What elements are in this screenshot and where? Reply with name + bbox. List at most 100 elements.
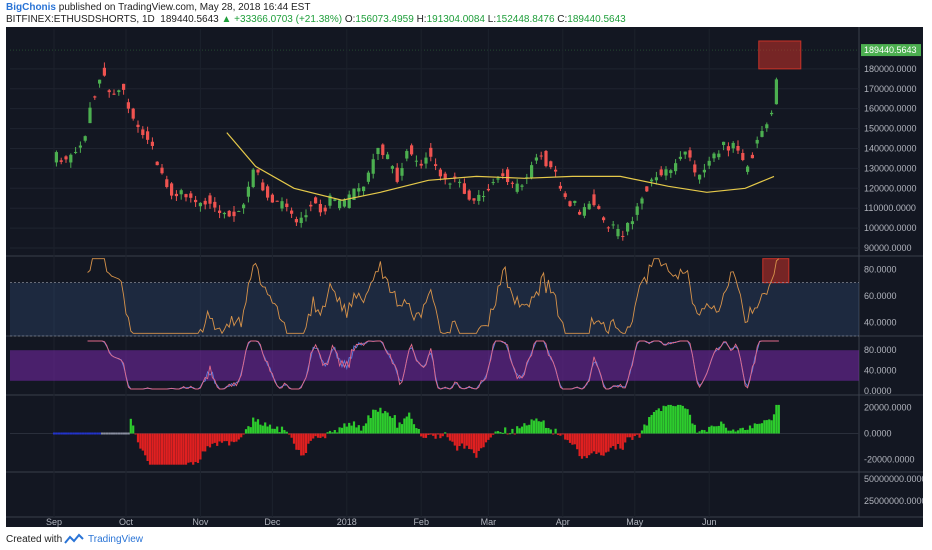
histogram-bar bbox=[388, 416, 392, 434]
histogram-bar bbox=[717, 425, 720, 434]
candle-body bbox=[242, 204, 246, 209]
histogram-bar bbox=[374, 409, 377, 434]
histogram-bar bbox=[127, 432, 130, 435]
candle-body bbox=[453, 176, 457, 178]
candle-body bbox=[434, 164, 438, 166]
candle-body bbox=[486, 188, 490, 191]
histogram-bar bbox=[65, 432, 68, 435]
candle-body bbox=[390, 166, 394, 169]
candle-body bbox=[539, 155, 543, 157]
histogram-bar bbox=[117, 432, 121, 435]
histogram-bar bbox=[168, 433, 171, 465]
histogram-bar bbox=[60, 432, 63, 435]
histogram-bar bbox=[734, 431, 737, 434]
candle-body bbox=[184, 194, 188, 198]
histogram-bar bbox=[184, 433, 188, 465]
histogram-bar bbox=[242, 433, 245, 435]
candle-body bbox=[770, 112, 774, 115]
candle-body bbox=[78, 145, 82, 148]
histogram-bar bbox=[259, 424, 262, 434]
histogram-bar bbox=[456, 433, 459, 451]
histogram-bar bbox=[518, 428, 521, 434]
candle-body bbox=[578, 211, 582, 215]
histogram-bar bbox=[194, 433, 197, 462]
histogram-bar bbox=[669, 404, 672, 434]
histogram-bar bbox=[427, 433, 430, 436]
chart-svg[interactable]: 180000.0000 170000.0000 160000.0000 150000.… bbox=[6, 27, 927, 527]
histogram-bar bbox=[340, 427, 344, 434]
rsi-axis: 80.0000 60.0000 40.0000 bbox=[10, 264, 897, 337]
histogram-bar bbox=[765, 420, 768, 434]
histogram-bar bbox=[652, 411, 656, 434]
candle-body bbox=[678, 156, 682, 159]
histogram-bar bbox=[228, 433, 231, 446]
rsi-tick-label: 40.0000 bbox=[864, 318, 897, 328]
histogram-bar bbox=[163, 433, 166, 465]
histogram-bar bbox=[516, 426, 519, 434]
open-label: O: bbox=[344, 14, 356, 25]
candle-body bbox=[717, 153, 721, 158]
histogram-bar bbox=[636, 433, 639, 435]
candle-body bbox=[774, 79, 778, 105]
histogram-bar bbox=[292, 433, 296, 444]
candle-body bbox=[285, 203, 289, 208]
histogram-bar bbox=[722, 423, 725, 434]
candle-body bbox=[304, 215, 308, 218]
time-tick-label: 2018 bbox=[337, 517, 357, 527]
candle-body bbox=[640, 198, 644, 204]
candle-body bbox=[458, 181, 462, 183]
histogram-bar bbox=[640, 430, 644, 434]
histogram-bar bbox=[199, 433, 202, 460]
histogram-bar bbox=[753, 423, 756, 434]
histogram-bar bbox=[302, 433, 305, 456]
histogram-bar bbox=[345, 426, 348, 434]
candle-body bbox=[141, 129, 145, 136]
histogram-bar bbox=[458, 433, 461, 447]
histogram-bar bbox=[628, 433, 632, 438]
histogram-bar bbox=[321, 433, 324, 437]
histogram-bar bbox=[758, 423, 761, 434]
histogram-bar bbox=[470, 433, 473, 450]
price-axis: 180000.0000 170000.0000 160000.0000 150000.… bbox=[864, 64, 917, 253]
histogram-bar bbox=[290, 433, 293, 438]
histogram-bar bbox=[400, 424, 404, 434]
candle-body bbox=[611, 224, 615, 226]
candle-body bbox=[515, 183, 519, 192]
rsi-band bbox=[10, 282, 859, 336]
histogram-bar bbox=[84, 432, 87, 435]
tradingview-link[interactable]: TradingView bbox=[88, 534, 144, 545]
histogram-bar bbox=[477, 433, 480, 451]
histogram-bar bbox=[547, 428, 550, 434]
candle-body bbox=[683, 151, 687, 155]
candle-body bbox=[438, 169, 442, 177]
last-price-label: 189440.5643 bbox=[861, 44, 921, 57]
histogram-bar bbox=[120, 432, 123, 435]
histogram-bar bbox=[77, 432, 80, 435]
candle-body bbox=[352, 188, 356, 200]
histogram-bar bbox=[369, 418, 372, 434]
author-link[interactable]: BigChonis bbox=[6, 2, 56, 13]
candle-body bbox=[198, 202, 202, 207]
histogram-bar bbox=[331, 432, 334, 434]
candle-body bbox=[506, 169, 510, 183]
histogram-bar bbox=[232, 433, 236, 443]
candle-body bbox=[256, 169, 260, 173]
histogram-bar bbox=[338, 427, 341, 434]
chart-area[interactable]: 180000.0000 170000.0000 160000.0000 150000.… bbox=[6, 27, 927, 527]
histogram-bar bbox=[211, 433, 214, 444]
histogram-bar bbox=[264, 422, 267, 434]
candle-body bbox=[669, 170, 673, 174]
histogram-bar bbox=[223, 433, 226, 442]
histogram-bar bbox=[89, 432, 92, 435]
rsi-tick-label: 60.0000 bbox=[864, 291, 897, 301]
candle-body bbox=[208, 195, 212, 204]
histogram-bar bbox=[566, 433, 569, 441]
histogram-bar bbox=[684, 408, 687, 434]
histogram-bar bbox=[204, 433, 207, 452]
candle-body bbox=[328, 195, 332, 206]
candle-body bbox=[275, 200, 279, 202]
time-tick-label: Nov bbox=[192, 517, 209, 527]
histogram-bar bbox=[244, 429, 248, 434]
histogram-bar bbox=[643, 424, 646, 434]
histogram-bar bbox=[672, 405, 675, 434]
